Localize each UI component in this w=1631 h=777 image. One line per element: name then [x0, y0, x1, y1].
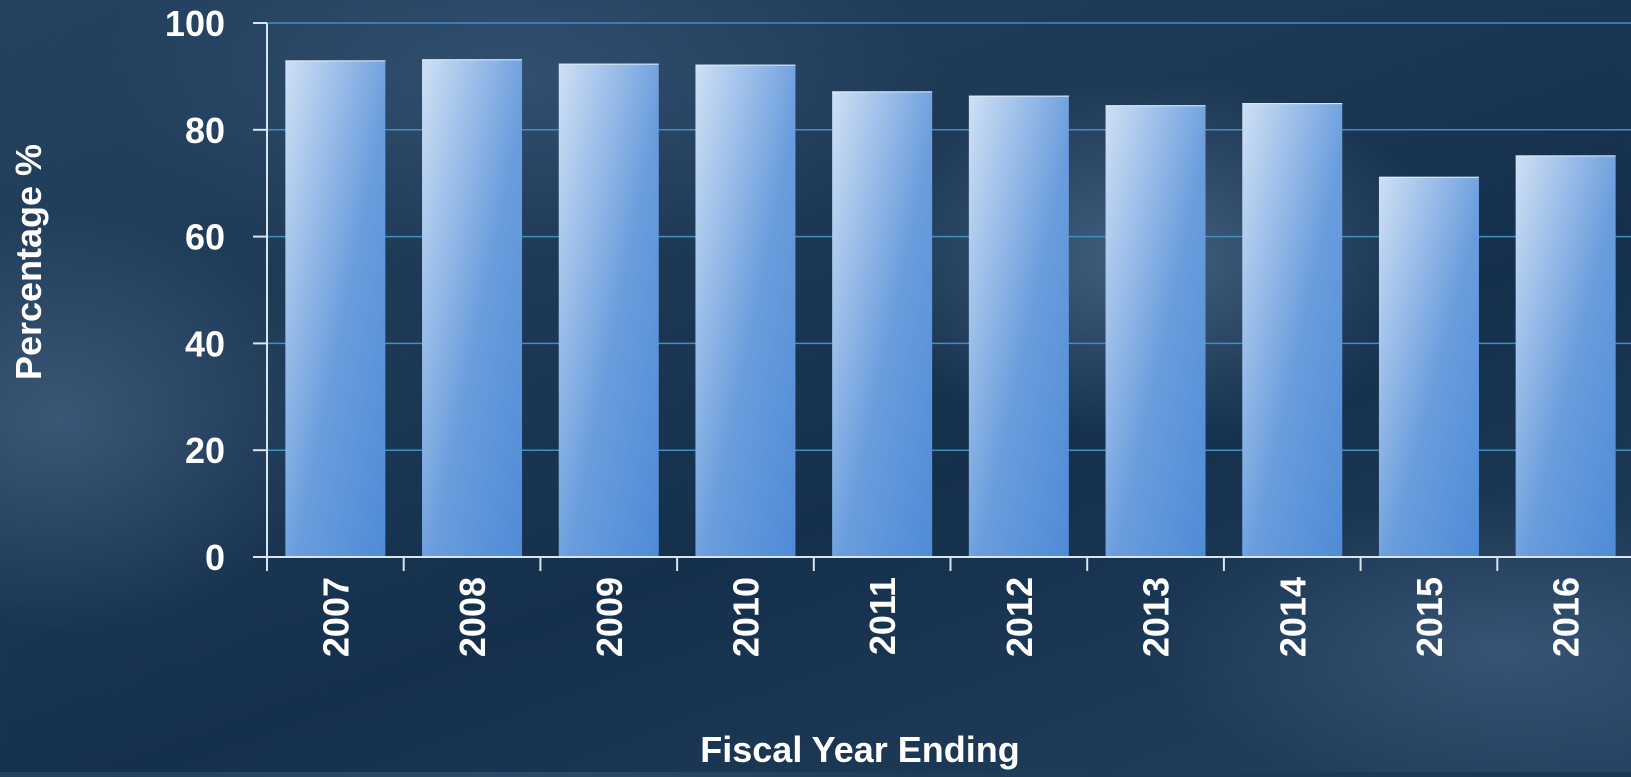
y-tick-label: 80: [185, 110, 225, 151]
bar-2007: [285, 60, 386, 557]
x-tick-label: 2009: [589, 577, 630, 657]
y-tick-label: 100: [165, 3, 225, 44]
x-tick-label: 2008: [452, 577, 493, 657]
x-tick-label: 2014: [1272, 577, 1313, 657]
x-tick-label: 2016: [1546, 577, 1587, 657]
y-tick-labels: 0 20 40 60 80 100: [165, 3, 225, 578]
bar-2015: [1378, 176, 1479, 558]
x-tick-label: 2010: [725, 577, 766, 657]
x-tick-label: 2011: [862, 577, 903, 655]
x-tick-label: 2007: [315, 577, 356, 657]
x-tick-label: 2013: [1136, 577, 1177, 657]
bar-2009: [558, 63, 659, 558]
bar-2011: [832, 91, 933, 558]
x-tick-labels: 2007 2008 2009 2010 2011 2012 2013 2014 2015 2016: [315, 577, 1586, 657]
bar-2014: [1242, 103, 1343, 557]
bar-2012: [968, 95, 1069, 558]
bar-2013: [1105, 105, 1206, 558]
y-axis-title: Percentage %: [8, 144, 49, 380]
y-tick-label: 60: [185, 217, 225, 258]
bar-2008: [422, 59, 523, 557]
y-tick-label: 40: [185, 323, 225, 364]
bar-2016: [1515, 155, 1616, 557]
bar-2010: [695, 64, 796, 557]
y-tick-label: 20: [185, 430, 225, 471]
x-axis-title: Fiscal Year Ending: [700, 729, 1019, 770]
bars: [285, 59, 1616, 558]
x-tick-label: 2012: [999, 577, 1040, 657]
x-tick-label: 2015: [1409, 577, 1450, 657]
y-tick-label: 0: [205, 537, 225, 578]
axes: [253, 22, 1631, 571]
